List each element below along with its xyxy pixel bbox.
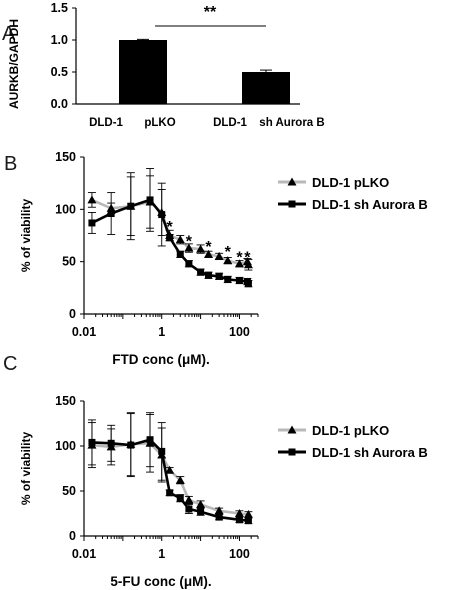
data-point: [244, 517, 252, 525]
data-point: [107, 439, 115, 447]
data-point: [88, 219, 96, 227]
data-point: [176, 250, 184, 258]
data-point: [234, 259, 244, 268]
y-axis-title: % of viability: [19, 432, 33, 506]
significance-marker: *: [236, 249, 243, 266]
series-line-sh-aurora-b: [91, 198, 250, 285]
y-tick-label: 150: [55, 394, 76, 408]
significance-marker: *: [186, 234, 193, 251]
data-point: [127, 441, 135, 449]
significance-marker: *: [167, 219, 174, 236]
data-point: [87, 195, 97, 204]
data-point: [146, 196, 154, 204]
y-tick-label: 100: [55, 439, 76, 453]
y-axis-title: % of viability: [19, 199, 33, 273]
data-point: [146, 436, 154, 444]
data-point: [204, 249, 214, 258]
x-tick-label: 1: [158, 325, 165, 339]
y-tick-label: 1.0: [51, 33, 68, 47]
x-category-label: DLD-1: [89, 117, 123, 129]
series-line-plko: [91, 441, 249, 516]
data-point: [175, 235, 185, 244]
significance-marker: *: [244, 249, 251, 266]
data-point: [107, 210, 115, 218]
data-point: [196, 244, 206, 253]
data-point: [127, 202, 135, 210]
x-tick-label: 0.01: [72, 547, 96, 561]
y-tick-label: 0.0: [51, 97, 68, 111]
data-point: [165, 465, 175, 474]
legend-label: DLD-1 sh Aurora B: [312, 197, 428, 212]
y-tick-label: 0: [69, 307, 76, 321]
bar: [242, 72, 290, 104]
x-category-label: sh Aurora B: [259, 117, 324, 129]
data-point: [88, 438, 96, 446]
panel-b-line-chart: 0 50 100 150 0.01 1 100 % of viability FTD conc …: [19, 150, 428, 367]
panel-letter-b: B: [4, 153, 17, 175]
legend-marker: [288, 200, 296, 208]
data-point: [176, 494, 184, 502]
y-tick-label: 50: [62, 484, 76, 498]
legend-marker: [288, 448, 296, 456]
data-point: [214, 506, 224, 515]
panel-letter-c: C: [3, 353, 17, 375]
legend-label: DLD-1 pLKO: [312, 423, 389, 438]
legend-marker: [287, 425, 297, 434]
x-axis-title: FTD conc (μM).: [112, 352, 210, 367]
data-point: [184, 495, 194, 504]
data-point: [196, 500, 206, 508]
data-point: [158, 447, 166, 455]
x-category-label: DLD-1: [213, 117, 247, 129]
data-point: [215, 272, 223, 280]
data-point: [214, 251, 224, 260]
panel-letter-a: A: [2, 23, 16, 45]
x-tick-label: 100: [229, 547, 250, 561]
panel-a-bar-chart: 0.0 0.5 1.0 1.5 AURKB/GAPDH ** DLD-1 pLKO DLD-1 s…: [7, 1, 325, 129]
panel-c-line-chart: 0 50 100 150 0.01 1 100 % of viability 5-FU conc…: [19, 394, 428, 589]
data-point: [244, 280, 252, 288]
significance-marker: *: [225, 244, 232, 261]
legend-label: DLD-1 sh Aurora B: [312, 445, 428, 460]
data-point: [234, 509, 244, 517]
data-point: [205, 271, 213, 279]
x-tick-label: 1: [158, 547, 165, 561]
data-point: [166, 489, 174, 497]
data-point: [185, 260, 193, 268]
x-tick-label: 100: [229, 325, 250, 339]
data-point: [243, 509, 253, 518]
y-tick-label: 1.5: [51, 1, 68, 15]
data-point: [235, 516, 243, 524]
data-point: [215, 513, 223, 521]
data-point: [197, 508, 205, 516]
x-tick-label: 0.01: [72, 325, 96, 339]
series-line-sh-aurora-b: [91, 438, 249, 522]
data-point: [185, 505, 193, 513]
data-point: [223, 256, 233, 265]
data-point: [243, 260, 253, 269]
significance-marker: *: [205, 239, 212, 256]
y-tick-label: 0.5: [51, 65, 68, 79]
x-category-label: pLKO: [144, 117, 175, 129]
data-point: [235, 277, 243, 285]
data-point: [197, 268, 205, 276]
x-axis-title: 5-FU conc (μM).: [110, 574, 211, 589]
y-tick-label: 100: [55, 202, 76, 216]
legend-marker: [287, 177, 297, 186]
data-point: [158, 211, 166, 219]
y-tick-label: 0: [69, 529, 76, 543]
data-point: [166, 234, 174, 242]
significance-marker: **: [204, 4, 217, 21]
bar: [119, 40, 167, 104]
y-tick-label: 150: [55, 150, 76, 164]
y-axis-title: AURKB/GAPDH: [7, 19, 21, 109]
data-point: [224, 275, 232, 283]
y-tick-label: 50: [62, 255, 76, 269]
data-point: [184, 243, 194, 252]
data-point: [175, 475, 185, 484]
legend-label: DLD-1 pLKO: [312, 175, 389, 190]
